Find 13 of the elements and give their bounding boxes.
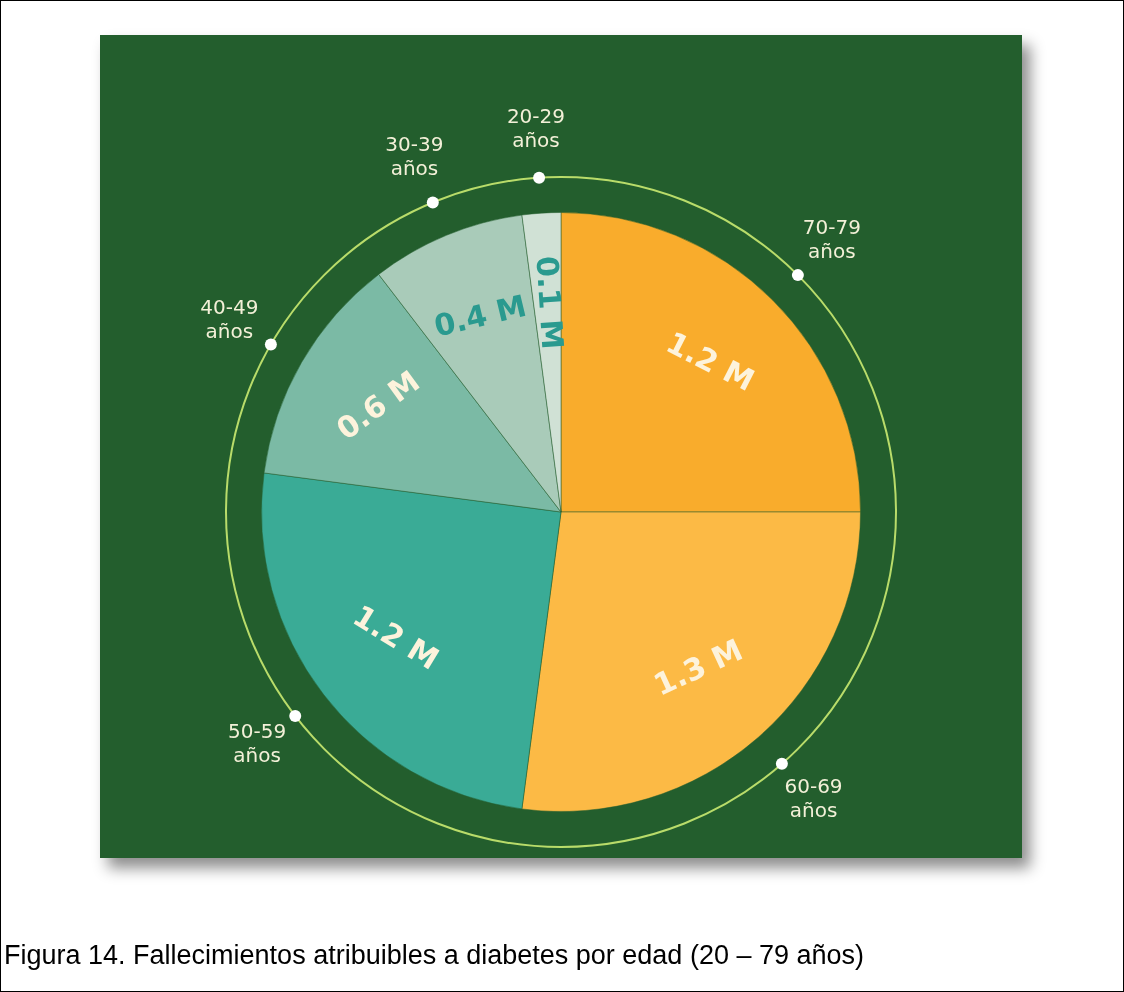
data-label: 1.2 M <box>347 597 446 677</box>
slice-label: 40-49 años <box>200 294 259 343</box>
data-label: 0.6 M <box>329 363 426 447</box>
slice-label: 70-79 años <box>802 215 861 264</box>
text: Figura 14. Fallecimientos atribuibles a diabetes por edad (20 – 79 años) <box>4 940 865 971</box>
slice-label: 60-69 años <box>784 774 843 823</box>
data-label: 1.2 M <box>660 324 761 399</box>
data-label: 0.1 M <box>529 254 571 351</box>
data-label: 0.4 M <box>430 287 530 344</box>
slice-label: 50-59 años <box>228 719 287 768</box>
data-label: 1.3 M <box>648 631 748 703</box>
slice-label: 30-39 años <box>385 132 444 181</box>
slice-label: 20-29 años <box>506 104 566 153</box>
